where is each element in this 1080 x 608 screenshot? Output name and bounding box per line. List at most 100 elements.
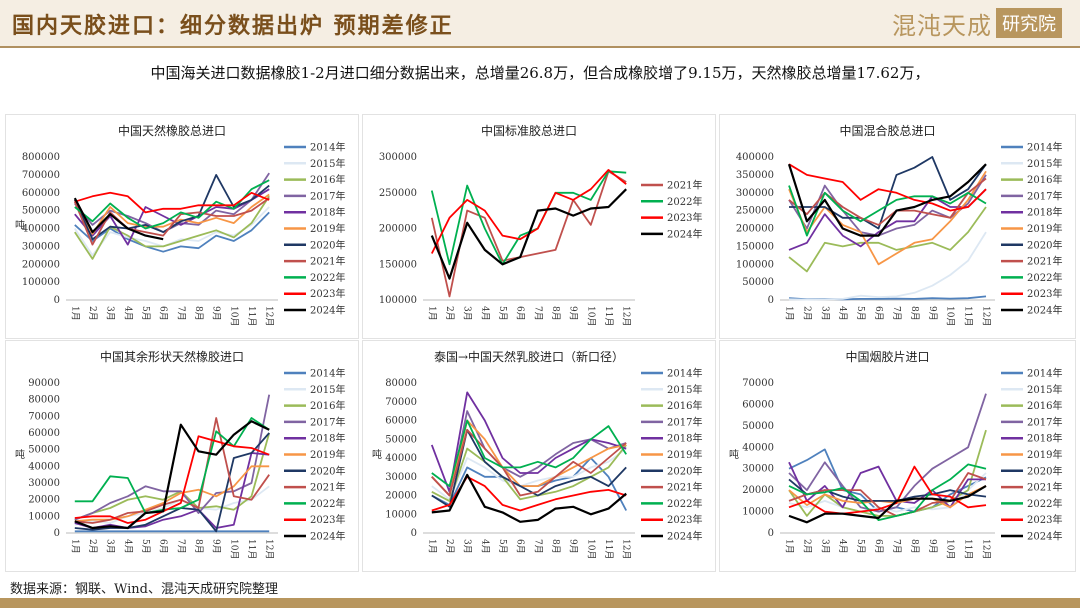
x-tick-label: 8月 <box>550 539 561 554</box>
series-line-2022 <box>788 185 987 237</box>
y-axis-label: 吨 <box>15 448 25 461</box>
chart-panel-smoked-sheet: 中国烟胶片进口 0 10000 20000 30000 40000 50000 60000 70… <box>719 340 1076 572</box>
series-line-2017 <box>74 394 271 521</box>
chart-svg: 中国混合胶总进口 0 50000 100000 150000 200000 250000 30… <box>736 123 1063 326</box>
brand-logo: 混沌天成 研究院 <box>892 6 1062 40</box>
legend-label: 2022年 <box>667 497 702 510</box>
x-tick-label: 4月 <box>479 539 490 554</box>
chart-title: 中国标准胶总进口 <box>481 123 577 138</box>
legend-label: 2024年 <box>310 530 345 543</box>
x-tick-label: 4月 <box>122 306 133 321</box>
x-tick-label: 2月 <box>87 539 98 554</box>
x-tick-label: 12月 <box>981 539 992 559</box>
x-tick-label: 4月 <box>479 306 490 321</box>
series-line-2018 <box>788 188 987 251</box>
y-tick-label: 30000 <box>385 472 417 483</box>
x-tick-label: 7月 <box>891 306 902 321</box>
series-line-2023 <box>74 191 270 214</box>
legend-label: 2017年 <box>310 415 345 428</box>
x-tick-label: 12月 <box>264 306 275 326</box>
legend-label: 2023年 <box>1027 287 1062 300</box>
x-tick-label: 9月 <box>568 539 579 554</box>
x-tick-label: 11月 <box>603 306 614 326</box>
legend-label: 2015年 <box>667 383 702 396</box>
legend-label: 2014年 <box>310 367 345 380</box>
chart-title: 中国烟胶片进口 <box>845 349 929 364</box>
x-tick-label: 5月 <box>140 539 151 554</box>
y-tick-label: 60000 <box>385 416 417 427</box>
x-tick-label: 11月 <box>963 539 974 559</box>
legend-label: 2017年 <box>667 415 702 428</box>
x-tick-label: 12月 <box>981 306 992 326</box>
y-tick-label: 40000 <box>28 461 60 472</box>
y-tick-label: 50000 <box>28 445 60 456</box>
y-tick-label: 40000 <box>742 442 774 453</box>
header-divider <box>0 46 1080 48</box>
y-tick-label: 70000 <box>385 397 417 408</box>
x-tick-label: 5月 <box>140 306 151 321</box>
x-tick-label: 4月 <box>837 539 848 554</box>
series-line-2021 <box>431 429 627 497</box>
logo-box-text: 研究院 <box>996 8 1062 38</box>
y-tick-label: 0 <box>768 528 774 539</box>
x-tick-label: 3月 <box>462 539 473 554</box>
y-tick-label: 40000 <box>385 453 417 464</box>
legend-label: 2023年 <box>667 211 702 224</box>
series-line-2023 <box>74 435 270 524</box>
chart-svg: 中国标准胶总进口 100000 150000 200000 250000 300000 1月… <box>379 123 703 326</box>
legend-label: 2020年 <box>1027 238 1062 251</box>
series-line-2024 <box>73 197 164 241</box>
y-tick-label: 400000 <box>736 152 774 163</box>
y-tick-label: 60000 <box>742 399 774 410</box>
x-tick-label: 7月 <box>175 306 186 321</box>
legend-label: 2021年 <box>667 179 702 192</box>
y-tick-label: 250000 <box>379 188 417 199</box>
legend-label: 2018年 <box>1027 206 1062 219</box>
x-tick-label: 3月 <box>819 306 830 321</box>
x-tick-label: 3月 <box>105 306 116 321</box>
chart-svg: 中国烟胶片进口 0 10000 20000 30000 40000 50000 60000 70… <box>729 349 1062 559</box>
legend-label: 2021年 <box>667 481 702 494</box>
series-line-2019 <box>788 170 987 266</box>
legend-label: 2023年 <box>310 287 345 300</box>
y-tick-label: 100000 <box>379 295 417 306</box>
summary-text: 中国海关进口数据橡胶1-2月进口细分数据出来，总增量26.8万，但合成橡胶增了9… <box>150 64 930 82</box>
chart-panel-standard-rubber: 中国标准胶总进口 100000 150000 200000 250000 300000 1月… <box>362 114 716 339</box>
series-line-2021 <box>788 177 987 226</box>
chart-panel-natural-rubber-total: 中国天然橡胶总进口 0 100000 200000 300000 400000 500000… <box>5 114 359 339</box>
x-tick-label: 11月 <box>603 539 614 559</box>
legend-label: 2023年 <box>1027 513 1062 526</box>
y-tick-label: 10000 <box>385 509 417 520</box>
x-tick-label: 7月 <box>532 539 543 554</box>
x-tick-label: 8月 <box>909 306 920 321</box>
x-tick-label: 2月 <box>801 539 812 554</box>
series-line-2016 <box>74 432 271 521</box>
legend-label: 2014年 <box>1027 367 1062 380</box>
y-tick-label: 200000 <box>22 259 60 270</box>
legend-label: 2019年 <box>1027 448 1062 461</box>
series-line-2020 <box>74 432 270 533</box>
series-line-2019 <box>74 193 270 235</box>
legend-label: 2018年 <box>310 206 345 219</box>
legend-label: 2015年 <box>1027 383 1062 396</box>
legend-label: 2020年 <box>1027 464 1062 477</box>
chart-panel-thai-latex: 泰国→中国天然乳胶进口（新口径） 0 10000 20000 30000 40000 500… <box>362 340 716 572</box>
chart-title: 中国其余形状天然橡胶进口 <box>100 349 244 364</box>
page-title: 国内天胶进口：细分数据出炉 预期差修正 <box>12 13 454 39</box>
x-tick-label: 10月 <box>945 306 956 326</box>
legend-label: 2022年 <box>1027 497 1062 510</box>
legend-label: 2021年 <box>310 255 345 268</box>
x-tick-label: 9月 <box>927 306 938 321</box>
y-tick-label: 20000 <box>385 491 417 502</box>
legend-label: 2021年 <box>1027 481 1062 494</box>
series-line-2022 <box>430 170 627 266</box>
x-tick-label: 3月 <box>105 539 116 554</box>
y-tick-label: 150000 <box>736 241 774 252</box>
x-tick-label: 5月 <box>855 306 866 321</box>
chart-svg: 中国天然橡胶总进口 0 100000 200000 300000 400000 500000… <box>15 123 345 326</box>
legend-label: 2019年 <box>667 448 702 461</box>
legend-label: 2019年 <box>1027 222 1062 235</box>
legend-label: 2024年 <box>667 530 702 543</box>
legend-label: 2015年 <box>1027 157 1062 170</box>
legend-label: 2018年 <box>310 432 345 445</box>
